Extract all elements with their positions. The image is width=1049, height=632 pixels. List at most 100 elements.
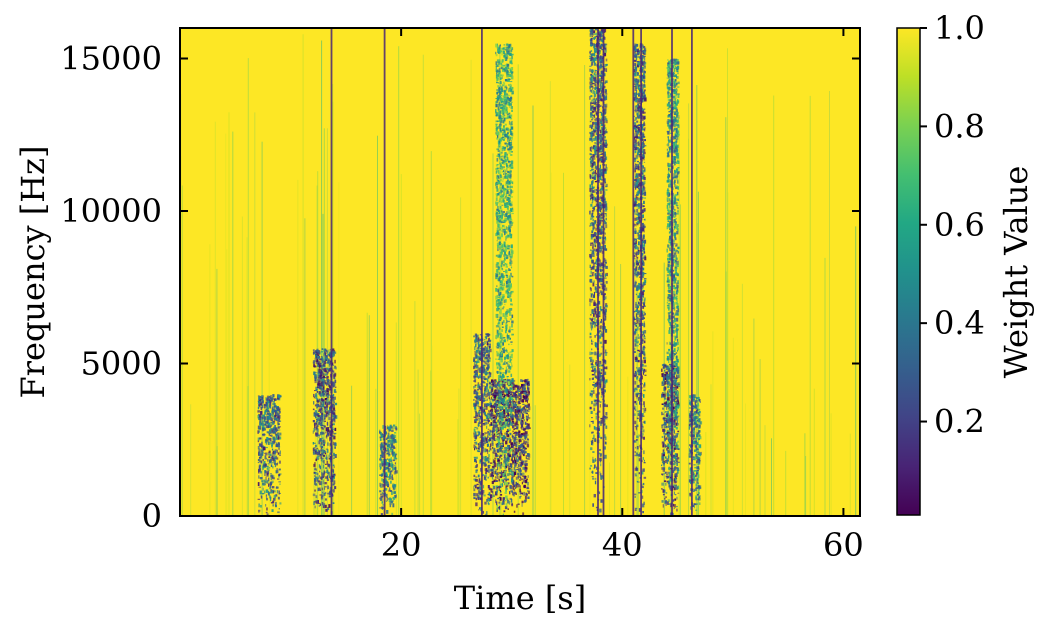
heatmap-cell xyxy=(501,420,503,422)
heatmap-cell xyxy=(328,454,330,458)
heatmap-cell xyxy=(496,69,499,72)
heatmap-cell xyxy=(391,500,394,502)
heatmap-cell xyxy=(473,492,476,497)
heatmap-cell xyxy=(497,445,500,447)
heatmap-cell xyxy=(511,387,513,390)
heatmap-cell xyxy=(510,70,513,74)
heatmap-cell xyxy=(491,473,494,476)
heatmap-cell xyxy=(514,408,518,413)
heatmap-cell xyxy=(506,211,509,214)
heatmap-cell xyxy=(601,238,604,243)
heatmap-cell xyxy=(498,150,500,152)
heatmap-cell xyxy=(388,497,392,501)
heatmap-cell xyxy=(527,490,530,494)
heatmap-cell xyxy=(268,467,271,469)
heatmap-cell xyxy=(500,378,503,381)
heatmap-cell xyxy=(265,463,267,467)
heatmap-cell xyxy=(317,363,320,367)
heatmap-cell xyxy=(487,418,489,420)
heatmap-cell xyxy=(520,417,523,421)
heatmap-cell xyxy=(506,498,509,501)
heatmap-cell xyxy=(332,384,334,388)
heatmap-cell xyxy=(274,409,277,413)
heatmap-cell xyxy=(391,430,394,432)
heatmap-cell xyxy=(503,156,506,159)
heatmap-cell xyxy=(510,81,513,83)
heatmap-cell xyxy=(259,458,261,462)
heatmap-cell xyxy=(509,60,512,64)
heatmap-cell xyxy=(495,411,498,416)
heatmap-cell xyxy=(492,451,494,454)
heatmap-cell xyxy=(497,387,499,391)
heatmap-cell xyxy=(494,414,496,417)
heatmap-cell xyxy=(508,466,510,470)
heatmap-cell xyxy=(505,193,508,197)
heatmap-cell xyxy=(314,478,317,482)
heatmap-cell xyxy=(384,479,387,484)
heatmap-cell xyxy=(509,261,511,264)
heatmap-cell xyxy=(484,432,486,436)
heatmap-cell xyxy=(502,313,505,317)
heatmap-cell xyxy=(509,46,512,50)
heatmap-cell xyxy=(500,195,503,198)
heatmap-cell xyxy=(479,437,481,439)
heatmap-cell xyxy=(262,400,264,403)
heatmap-cell xyxy=(527,423,530,428)
heatmap-cell xyxy=(264,409,268,413)
heatmap-cell xyxy=(509,312,512,316)
heatmap-cell xyxy=(500,359,503,363)
heatmap-cell xyxy=(332,441,334,446)
heatmap-cell xyxy=(504,143,506,145)
heatmap-cell xyxy=(508,308,511,312)
heatmap-cell xyxy=(275,435,278,439)
heatmap-cell xyxy=(515,396,517,401)
heatmap-cell xyxy=(514,412,517,414)
heatmap-streak xyxy=(697,223,699,516)
heatmap-cell xyxy=(334,415,338,419)
heatmap-cell xyxy=(591,210,594,214)
heatmap-cell xyxy=(508,197,510,201)
heatmap-cell xyxy=(319,417,322,421)
heatmap-cell xyxy=(500,275,503,278)
heatmap-cell xyxy=(507,458,509,463)
heatmap-streak xyxy=(458,388,460,516)
heatmap-cell xyxy=(508,455,511,457)
heatmap-cell xyxy=(498,241,501,246)
heatmap-cell xyxy=(486,358,488,363)
heatmap-cell xyxy=(518,388,520,390)
heatmap-cell xyxy=(510,160,514,164)
heatmap-cell xyxy=(496,96,499,101)
heatmap-cell xyxy=(507,296,509,298)
heatmap-cell xyxy=(473,497,476,499)
heatmap-cell xyxy=(510,123,513,126)
heatmap-cell xyxy=(507,320,510,323)
heatmap-cell xyxy=(323,443,325,446)
heatmap-cell xyxy=(509,391,512,396)
heatmap-cell xyxy=(507,416,509,418)
heatmap-cell xyxy=(321,445,324,449)
heatmap-cell xyxy=(498,74,501,78)
heatmap-cell xyxy=(496,43,498,47)
heatmap-cell xyxy=(500,491,502,493)
heatmap-cell xyxy=(515,450,518,455)
heatmap-cell xyxy=(393,447,396,449)
heatmap-cell xyxy=(507,381,511,386)
heatmap-cell xyxy=(521,451,523,455)
heatmap-cell xyxy=(326,421,329,426)
heatmap-cell xyxy=(278,481,281,483)
heatmap-cell xyxy=(502,398,505,401)
heatmap-cell xyxy=(510,121,513,124)
heatmap-cell xyxy=(496,240,498,242)
heatmap-cell xyxy=(319,371,322,375)
heatmap-cell xyxy=(260,453,263,458)
heatmap-cell xyxy=(325,476,328,479)
heatmap-cell xyxy=(387,449,389,451)
heatmap-cell xyxy=(505,415,507,417)
heatmap-cell xyxy=(505,117,508,120)
heatmap-cell xyxy=(498,362,500,367)
heatmap-cell xyxy=(318,391,322,395)
heatmap-cell xyxy=(505,369,507,374)
heatmap-cell xyxy=(510,373,513,377)
heatmap-cell xyxy=(317,368,321,372)
heatmap-cell xyxy=(480,434,482,438)
